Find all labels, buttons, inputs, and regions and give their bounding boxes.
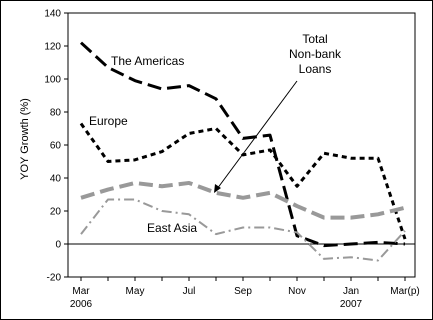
annotation-total-line1: Total xyxy=(302,32,327,46)
y-tick-label: -20 xyxy=(47,273,62,284)
annotation-layer: The Americas Europe East Asia Total Non-… xyxy=(89,32,342,235)
y-tick-label: 100 xyxy=(44,75,61,86)
x-tick-label: Jul xyxy=(183,286,196,297)
y-tick-label: 140 xyxy=(44,9,61,20)
annotation-total-arrow xyxy=(216,80,298,190)
series-line-1 xyxy=(79,41,406,248)
annotation-americas: The Americas xyxy=(111,54,184,68)
x-tick-year-label: 2006 xyxy=(70,299,93,310)
y-tick-label: 20 xyxy=(50,207,62,218)
series-layer xyxy=(79,41,407,262)
annotation-east-asia: East Asia xyxy=(147,221,197,235)
plot-frame xyxy=(67,12,416,278)
y-axis-label: YOY Growth (%) xyxy=(19,98,31,180)
y-tick-label: 120 xyxy=(44,42,61,53)
annotation-total-arrowhead xyxy=(214,184,221,193)
x-tick-label: Mar xyxy=(72,286,90,297)
x-tick-label: Nov xyxy=(288,286,306,297)
y-tick-label: 40 xyxy=(50,174,62,185)
annotation-europe: Europe xyxy=(89,114,128,128)
annotation-total-line2: Non-bank xyxy=(289,47,342,61)
series-line-4 xyxy=(80,198,406,262)
x-tick-label: Jan xyxy=(343,286,359,297)
y-tick-label: 80 xyxy=(50,108,62,119)
series-line-3 xyxy=(80,180,406,220)
y-tick-label: 60 xyxy=(50,141,62,152)
x-tick-label: Mar(p) xyxy=(390,286,419,297)
x-tick-label: Sep xyxy=(234,286,252,297)
x-tick-label: May xyxy=(126,286,145,297)
x-tick-year-label: 2007 xyxy=(340,299,363,310)
series-line-2 xyxy=(79,122,407,240)
annotation-total-line3: Loans xyxy=(299,62,332,76)
y-tick-label: 0 xyxy=(55,240,61,251)
